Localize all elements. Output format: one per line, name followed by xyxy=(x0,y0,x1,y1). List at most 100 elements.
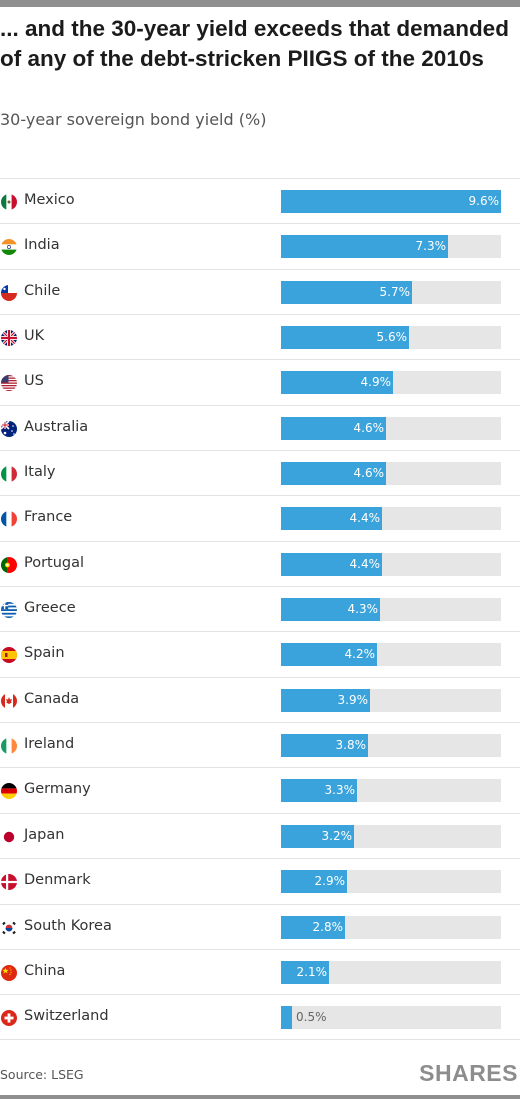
bar xyxy=(281,280,412,304)
bar-track: 4.6% xyxy=(281,416,501,440)
australia-flag-icon xyxy=(1,420,17,437)
chile-flag-icon xyxy=(1,284,17,301)
chart-row: India 7.3% xyxy=(0,223,520,268)
bar xyxy=(281,598,380,622)
chart-row: Australia 4.6% xyxy=(0,404,520,450)
value-label: 0.5% xyxy=(296,1010,327,1025)
portugal-flag-icon xyxy=(1,556,17,573)
bar xyxy=(281,235,448,259)
value-label: 2.9% xyxy=(314,874,346,889)
category-label: Spain xyxy=(24,645,65,662)
bar xyxy=(281,870,347,894)
bar-chart: Mexico 9.6% India 7.3% Chile 5.7% UK 5.6% US 4.9%… xyxy=(0,178,520,1040)
chart-row: Chile 5.7% xyxy=(0,268,520,314)
category-label: Canada xyxy=(24,690,80,707)
bar-track: 4.3% xyxy=(281,598,501,622)
value-label: 3.9% xyxy=(337,692,369,707)
value-label: 2.1% xyxy=(296,964,328,979)
brand-logo: SHARES xyxy=(419,1060,518,1086)
bar xyxy=(281,371,393,395)
chart-title: ... and the 30-year yield exceeds that d… xyxy=(0,16,509,71)
bar xyxy=(281,507,382,531)
category-label: Japan xyxy=(24,826,65,843)
value-label: 3.3% xyxy=(324,783,356,798)
category-label: Greece xyxy=(24,600,76,617)
category-label: Portugal xyxy=(24,554,85,571)
bar-track: 2.1% xyxy=(281,960,501,984)
source-note: Source: LSEG xyxy=(0,1067,84,1082)
bar xyxy=(281,643,377,667)
bar xyxy=(281,552,382,576)
category-label: Ireland xyxy=(24,736,75,753)
bar-track: 3.8% xyxy=(281,734,501,758)
greece-flag-icon xyxy=(1,602,17,619)
italy-flag-icon xyxy=(1,466,17,483)
bar xyxy=(281,915,345,939)
top-rule xyxy=(0,0,520,7)
value-label: 4.4% xyxy=(349,556,381,571)
japan-flag-icon xyxy=(1,828,17,845)
bar xyxy=(281,1006,292,1030)
chart-row: UK 5.6% xyxy=(0,314,520,359)
category-label: France xyxy=(24,509,73,526)
category-label: UK xyxy=(24,328,45,345)
bar-track: 4.2% xyxy=(281,643,501,667)
category-label: Italy xyxy=(24,464,56,481)
spain-flag-icon xyxy=(1,647,17,664)
us-flag-icon xyxy=(1,375,17,392)
value-label: 4.6% xyxy=(353,420,385,435)
chart-row: Spain 4.2% xyxy=(0,631,520,676)
value-label: 5.6% xyxy=(376,330,408,345)
denmark-flag-icon xyxy=(1,874,17,891)
bar-track: 9.6% xyxy=(281,190,501,213)
canada-flag-icon xyxy=(1,692,17,709)
bar-track: 5.6% xyxy=(281,326,501,350)
chart-subtitle: 30-year sovereign bond yield (%) xyxy=(0,110,267,129)
value-label: 3.2% xyxy=(321,828,353,843)
value-label: 4.3% xyxy=(347,602,379,617)
india-flag-icon xyxy=(1,239,17,256)
bar-track: 4.6% xyxy=(281,462,501,486)
chart-row: Greece 4.3% xyxy=(0,586,520,631)
bar-track: 4.4% xyxy=(281,552,501,576)
mexico-flag-icon xyxy=(1,194,17,210)
bar xyxy=(281,688,370,712)
bar xyxy=(281,462,386,486)
chart-row: Japan 3.2% xyxy=(0,812,520,858)
switzerland-flag-icon xyxy=(1,1010,17,1027)
chart-row: Italy 4.6% xyxy=(0,450,520,495)
category-label: Mexico xyxy=(24,192,75,208)
bar-track: 4.4% xyxy=(281,507,501,531)
value-label: 9.6% xyxy=(468,194,500,208)
category-label: Chile xyxy=(24,282,61,299)
bar-track: 3.3% xyxy=(281,779,501,803)
category-label: US xyxy=(24,373,44,390)
bar-track: 2.9% xyxy=(281,870,501,894)
bar-track: 0.5% xyxy=(281,1006,501,1030)
bar-track: 5.7% xyxy=(281,280,501,304)
category-label: Denmark xyxy=(24,872,91,889)
value-label: 4.6% xyxy=(353,466,385,481)
value-label: 4.2% xyxy=(344,647,376,662)
value-label: 5.7% xyxy=(379,284,411,299)
chart-row: Portugal 4.4% xyxy=(0,540,520,586)
bar xyxy=(281,734,368,758)
chart-row: Mexico 9.6% xyxy=(0,178,520,223)
category-label: Germany xyxy=(24,781,91,798)
france-flag-icon xyxy=(1,511,17,528)
bar xyxy=(281,779,357,803)
chart-row: Canada 3.9% xyxy=(0,676,520,722)
bar xyxy=(281,190,501,213)
china-flag-icon xyxy=(1,964,17,981)
category-label: China xyxy=(24,962,66,979)
value-label: 3.8% xyxy=(335,738,367,753)
bottom-rule xyxy=(0,1095,520,1099)
chart-row: Switzerland 0.5% xyxy=(0,994,520,1040)
bar-track: 4.9% xyxy=(281,371,501,395)
bar xyxy=(281,326,409,350)
value-label: 4.4% xyxy=(349,511,381,526)
category-label: South Korea xyxy=(24,917,112,934)
chart-row: China 2.1% xyxy=(0,948,520,994)
category-label: Switzerland xyxy=(24,1008,109,1025)
chart-row: South Korea 2.8% xyxy=(0,903,520,949)
